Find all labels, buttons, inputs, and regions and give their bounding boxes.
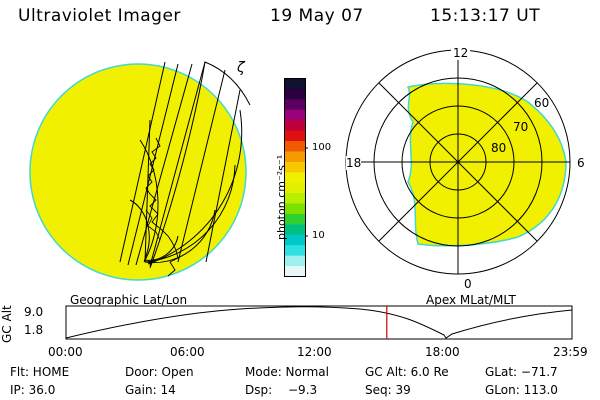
colorbar-stripe [284, 203, 306, 215]
colorbar-stripe [284, 266, 306, 278]
polar-panel-label: Apex MLat/MLT [426, 293, 516, 307]
gain-status: Gain: 14 [125, 383, 176, 397]
flight-status: Flt: HOME [10, 365, 70, 379]
door-status: Door: Open [125, 365, 194, 379]
colorbar-tick-100: 100 [312, 142, 332, 153]
mlt-label-12: 12 [451, 46, 471, 60]
colorbar-stripe [284, 245, 306, 257]
time-tick-0600: 06:00 [170, 345, 205, 359]
colorbar-stripe [284, 213, 306, 225]
mode-status: Mode: Normal [245, 365, 329, 379]
colorbar-stripe [284, 182, 306, 194]
geographic-image [29, 61, 251, 281]
colorbar-stripe [284, 172, 306, 184]
altitude-plot [65, 305, 573, 340]
dsp-label: Dsp: [245, 383, 273, 397]
colorbar-stripe [284, 224, 306, 236]
altitude-ymax-label: 9.0 [24, 305, 44, 319]
glon-status: GLon: 113.0 [485, 383, 558, 397]
colorbar-stripe [284, 234, 306, 246]
altitude-axis-label: GC Alt [0, 305, 14, 343]
altitude-curve [65, 306, 573, 339]
time-tick-1200: 12:00 [297, 345, 332, 359]
lat-lon-grid [119, 61, 251, 269]
colorbar-stripe [284, 120, 306, 132]
colorbar-stripe [284, 88, 306, 100]
gc-altitude-status: GC Alt: 6.0 Re [365, 365, 449, 379]
time-tick-1800: 18:00 [425, 345, 460, 359]
mlat-label-60: 60 [534, 96, 550, 110]
colorbar-stripe [284, 255, 306, 267]
mlt-label-6: 6 [577, 156, 585, 170]
colorbar-tick-10: 10 [312, 230, 325, 241]
uv-image-disk [29, 63, 247, 281]
mlt-label-0: 0 [463, 277, 473, 291]
altitude-ymin-label: 1.8 [24, 323, 44, 337]
south-pole-marker: ζ [237, 60, 245, 76]
polar-grid [345, 49, 571, 275]
mlat-label-80: 80 [491, 141, 507, 155]
coastline [145, 137, 179, 277]
colorbar-stripe [284, 130, 306, 142]
colorbar-stripe [284, 78, 306, 90]
status-panel: Flt: HOME Door: Open Mode: Normal GC Alt… [0, 365, 600, 399]
glat-status: GLat: −71.7 [485, 365, 558, 379]
time-label: 15:13:17 UT [430, 6, 541, 26]
colorbar-stripe [284, 141, 306, 153]
colorbar-stripe [284, 109, 306, 121]
ip-status: IP: 36.0 [10, 383, 56, 397]
colorbar [284, 78, 308, 278]
colorbar-stripe [284, 193, 306, 205]
polar-plot [345, 49, 571, 275]
polar-uv-region [406, 82, 567, 247]
time-tick-2359: 23:59 [553, 345, 588, 359]
colorbar-stripe [284, 151, 306, 163]
mlt-label-18: 18 [346, 156, 362, 170]
date-label: 19 May 07 [270, 6, 364, 26]
time-tick-0000: 00:00 [48, 345, 83, 359]
colorbar-unit-label: photon cm⁻²s⁻¹ [275, 154, 288, 240]
seq-status: Seq: 39 [365, 383, 411, 397]
colorbar-stripe [284, 161, 306, 173]
colorbar-stripe [284, 99, 306, 111]
instrument-title: Ultraviolet Imager [18, 6, 181, 26]
mlat-label-70: 70 [513, 120, 529, 134]
dsp-value: −9.3 [288, 383, 318, 397]
geographic-panel-label: Geographic Lat/Lon [70, 293, 188, 307]
